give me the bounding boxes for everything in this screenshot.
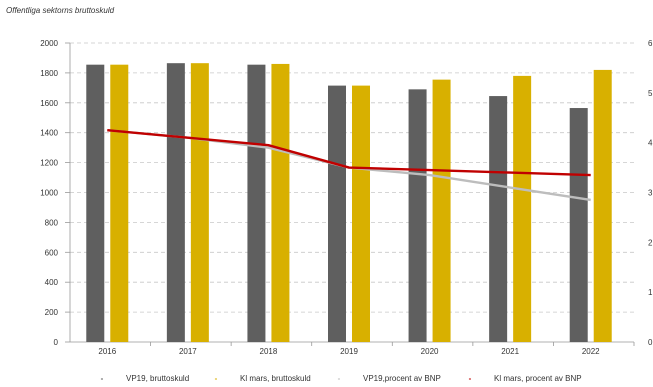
chart-title: Offentliga sektorns bruttoskuld [6, 6, 115, 15]
y-left-tick-label: 400 [45, 278, 59, 287]
y-left-tick-label: 2000 [40, 39, 58, 48]
legend-swatch: - [100, 374, 104, 383]
legend-swatch: - [214, 374, 218, 383]
bar [513, 75, 532, 342]
x-tick-label: 2020 [421, 347, 439, 356]
y-right-tick-label: 4 [648, 139, 653, 148]
y-left-tick-label: 600 [45, 248, 59, 257]
bar [86, 64, 105, 343]
legend-label: VP19,procent av BNP [363, 374, 441, 383]
legend-label: VP19, bruttoskuld [126, 374, 190, 383]
legend-label: Kl mars, procent av BNP [494, 374, 582, 383]
y-left-tick-label: 1400 [40, 129, 58, 138]
x-tick-label: 2017 [179, 347, 197, 356]
y-right-tick-label: 6 [648, 39, 653, 48]
legend-swatch: - [468, 374, 472, 383]
legend-item: - Kl mars, procent av BNP [466, 374, 582, 383]
y-right-tick-label: 5 [648, 89, 653, 98]
bar [408, 89, 427, 342]
legend-label: Kl mars, bruttoskuld [240, 374, 311, 383]
bar [271, 63, 290, 343]
x-tick-label: 2019 [340, 347, 358, 356]
bar [328, 85, 346, 343]
y-left-tick-label: 1200 [40, 159, 58, 168]
bar [593, 69, 612, 342]
x-tick-label: 2018 [260, 347, 278, 356]
x-tick-label: 2022 [582, 347, 600, 356]
y-left-tick-label: 800 [45, 218, 59, 227]
y-left-tick-label: 1000 [40, 189, 58, 198]
bar [166, 63, 185, 343]
y-left-tick-label: 0 [54, 338, 59, 347]
legend-item: - VP19,procent av BNP [335, 374, 441, 383]
series-line [107, 129, 591, 177]
bar [569, 108, 588, 342]
legend-item: - Kl mars, bruttoskuld [212, 374, 311, 383]
y-left-tick-label: 1800 [40, 69, 58, 78]
chart-legend: - VP19, bruttoskuld - Kl mars, bruttoskuld -… [0, 374, 653, 387]
y-left-tick-label: 200 [45, 308, 59, 317]
x-tick-label: 2021 [501, 347, 519, 356]
y-right-tick-label: 2 [648, 238, 653, 247]
y-right-tick-label: 1 [648, 288, 653, 297]
bar [110, 64, 129, 343]
y-right-tick-label: 0 [648, 338, 653, 347]
bar [432, 79, 451, 342]
y-right-tick-label: 3 [648, 189, 653, 198]
legend-item: - VP19, bruttoskuld [98, 374, 190, 383]
bar [247, 64, 266, 343]
bar [352, 85, 370, 343]
bar [489, 96, 508, 342]
x-tick-label: 2016 [98, 347, 116, 356]
legend-swatch: - [337, 374, 341, 383]
bar [190, 63, 209, 343]
y-left-tick-label: 1600 [40, 99, 58, 108]
